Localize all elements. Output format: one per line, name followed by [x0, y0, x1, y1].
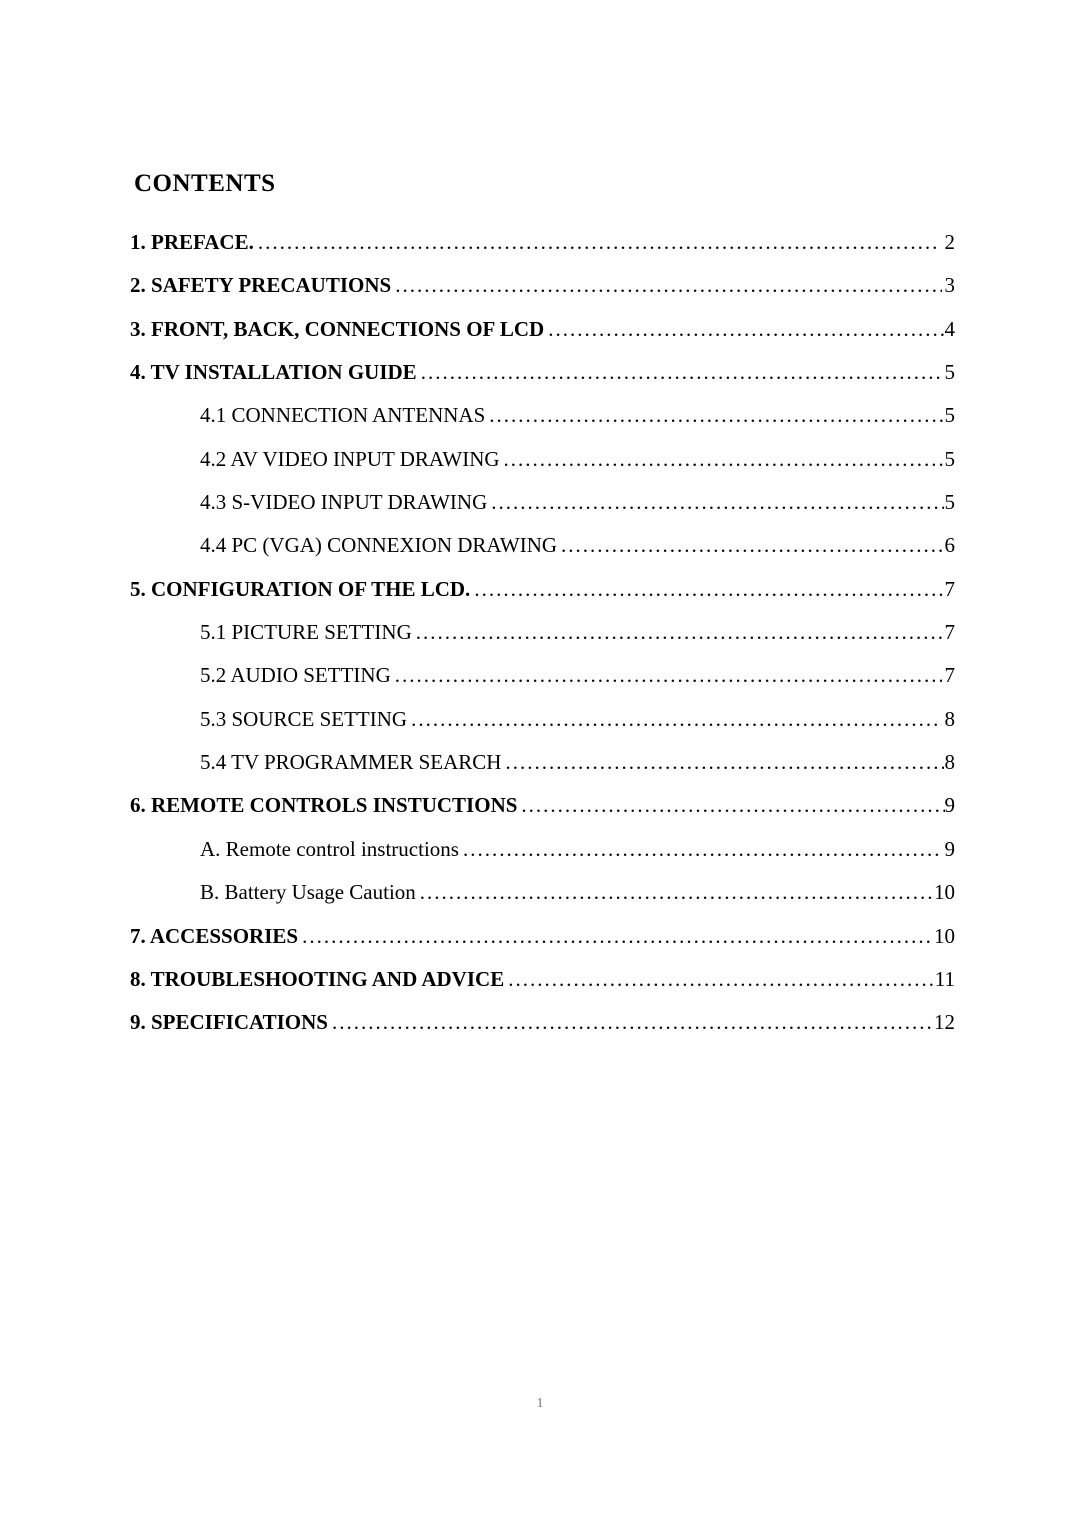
toc-row: 5.4 TV PROGRAMMER SEARCH................…	[130, 748, 955, 776]
toc-dot-leader: ........................................…	[544, 315, 944, 343]
toc-dot-leader: ........................................…	[391, 661, 942, 689]
toc-row: 4.2 AV VIDEO INPUT DRAWING..............…	[130, 445, 955, 473]
toc-row: 6. REMOTE CONTROLS INSTUCTIONS..........…	[130, 791, 955, 819]
toc-entry-page: 5	[944, 445, 955, 473]
toc-row: 5.1 PICTURE SETTING.....................…	[130, 618, 955, 646]
toc-entry-title: 2. SAFETY PRECAUTIONS	[130, 271, 391, 299]
toc-entry-title: 5.3 SOURCE SETTING	[200, 705, 407, 733]
toc-dot-leader: ........................................…	[500, 445, 945, 473]
toc-entry-page: 8	[944, 748, 955, 776]
toc-dot-leader: ........................................…	[416, 878, 934, 906]
toc-entry-title: 4.2 AV VIDEO INPUT DRAWING	[200, 445, 500, 473]
toc-entry-page: 10	[934, 922, 955, 950]
toc-dot-leader: ........................................…	[417, 358, 942, 386]
toc-entry-title: 9. SPECIFICATIONS	[130, 1008, 328, 1036]
toc-entry-page: 2	[938, 228, 955, 256]
toc-entry-title: 3. FRONT, BACK, CONNECTIONS OF LCD	[130, 315, 544, 343]
toc-dot-leader: ........................................…	[459, 835, 943, 863]
toc-row: A. Remote control instructions..........…	[130, 835, 955, 863]
toc-dot-leader: ........................................…	[298, 922, 934, 950]
toc-dot-leader: ........................................…	[557, 531, 944, 559]
toc-row: 5.2 AUDIO SETTING.......................…	[130, 661, 955, 689]
toc-dot-leader: ........................................…	[487, 488, 944, 516]
toc-dot-leader: ........................................…	[328, 1008, 934, 1036]
toc-entry-title: 1. PREFACE.	[130, 228, 254, 256]
toc-row: 8. TROUBLESHOOTING AND ADVICE...........…	[130, 965, 955, 993]
toc-entry-page: 8	[942, 705, 955, 733]
document-page: CONTENTS 1. PREFACE.....................…	[0, 0, 1080, 1527]
page-number: 1	[0, 1396, 1080, 1412]
toc-entry-title: 8. TROUBLESHOOTING AND ADVICE	[130, 965, 504, 993]
toc-row: B. Battery Usage Caution................…	[130, 878, 955, 906]
toc-row: 1. PREFACE..............................…	[130, 228, 955, 256]
toc-entry-title: 5. CONFIGURATION OF THE LCD.	[130, 575, 470, 603]
table-of-contents: 1. PREFACE..............................…	[130, 228, 955, 1037]
contents-heading: CONTENTS	[134, 170, 955, 198]
toc-entry-title: A. Remote control instructions	[200, 835, 459, 863]
toc-row: 2. SAFETY PRECAUTIONS...................…	[130, 271, 955, 299]
toc-entry-title: 4. TV INSTALLATION GUIDE	[130, 358, 417, 386]
toc-row: 9. SPECIFICATIONS.......................…	[130, 1008, 955, 1036]
toc-entry-page: 5	[944, 488, 955, 516]
toc-row: 4.4 PC (VGA) CONNEXION DRAWING..........…	[130, 531, 955, 559]
toc-dot-leader: ........................................…	[391, 271, 941, 299]
toc-row: 4.3 S-VIDEO INPUT DRAWING...............…	[130, 488, 955, 516]
toc-row: 3. FRONT, BACK, CONNECTIONS OF LCD......…	[130, 315, 955, 343]
toc-row: 5.3 SOURCE SETTING......................…	[130, 705, 955, 733]
toc-entry-page: 12	[934, 1008, 955, 1036]
toc-entry-page: 5	[944, 401, 955, 429]
toc-entry-title: 5.4 TV PROGRAMMER SEARCH	[200, 748, 501, 776]
toc-entry-page: 11	[935, 965, 955, 993]
toc-entry-page: 7	[943, 575, 955, 603]
toc-dot-leader: ........................................…	[470, 575, 943, 603]
toc-entry-page: 9	[943, 835, 955, 863]
toc-entry-page: 5	[942, 358, 955, 386]
toc-dot-leader: ........................................…	[485, 401, 944, 429]
toc-entry-title: 6. REMOTE CONTROLS INSTUCTIONS	[130, 791, 517, 819]
toc-entry-page: 6	[945, 531, 956, 559]
toc-dot-leader: ........................................…	[412, 618, 942, 646]
toc-entry-title: 5.2 AUDIO SETTING	[200, 661, 391, 689]
toc-dot-leader: ........................................…	[517, 791, 944, 819]
toc-dot-leader: ........................................…	[504, 965, 935, 993]
toc-entry-title: 7. ACCESSORIES	[130, 922, 298, 950]
toc-row: 4.1 CONNECTION ANTENNAS.................…	[130, 401, 955, 429]
toc-entry-title: 5.1 PICTURE SETTING	[200, 618, 412, 646]
toc-entry-title: 4.1 CONNECTION ANTENNAS	[200, 401, 485, 429]
toc-entry-page: 4	[945, 315, 956, 343]
toc-dot-leader: ........................................…	[254, 228, 938, 256]
toc-entry-page: 7	[942, 618, 955, 646]
toc-row: 7. ACCESSORIES..........................…	[130, 922, 955, 950]
toc-entry-title: 4.4 PC (VGA) CONNEXION DRAWING	[200, 531, 557, 559]
toc-row: 5. CONFIGURATION OF THE LCD.............…	[130, 575, 955, 603]
toc-entry-page: 10	[934, 878, 955, 906]
toc-entry-page: 3	[942, 271, 955, 299]
toc-dot-leader: ........................................…	[501, 748, 944, 776]
toc-dot-leader: ........................................…	[407, 705, 942, 733]
toc-entry-page: 9	[945, 791, 956, 819]
toc-row: 4. TV INSTALLATION GUIDE................…	[130, 358, 955, 386]
toc-entry-title: 4.3 S-VIDEO INPUT DRAWING	[200, 488, 487, 516]
toc-entry-title: B. Battery Usage Caution	[200, 878, 416, 906]
toc-entry-page: 7	[942, 661, 955, 689]
